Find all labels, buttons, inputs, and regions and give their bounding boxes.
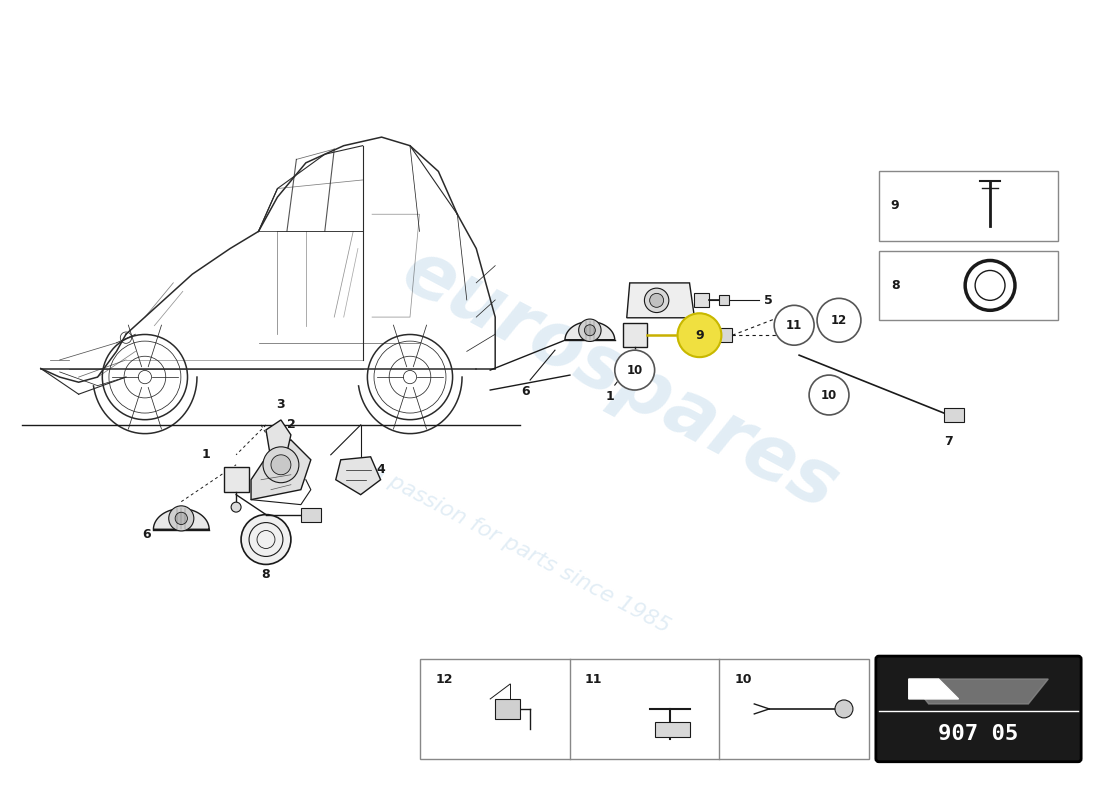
Text: 10: 10 [735,673,752,686]
Text: 11: 11 [585,673,603,686]
Polygon shape [627,283,694,318]
FancyBboxPatch shape [694,294,710,307]
Circle shape [615,350,654,390]
Text: 6: 6 [142,528,151,541]
FancyBboxPatch shape [879,170,1058,241]
Polygon shape [251,440,311,500]
Text: 10: 10 [821,389,837,402]
Circle shape [241,514,290,565]
FancyBboxPatch shape [654,722,690,737]
Circle shape [584,325,595,336]
Circle shape [263,447,299,482]
FancyBboxPatch shape [719,295,729,306]
FancyBboxPatch shape [714,328,733,342]
Circle shape [175,512,187,525]
Text: 12: 12 [436,673,453,686]
Polygon shape [266,420,290,460]
Circle shape [629,359,640,369]
Circle shape [271,455,290,474]
FancyBboxPatch shape [879,250,1058,320]
Circle shape [810,375,849,415]
Polygon shape [565,322,615,340]
Text: 1: 1 [605,390,614,403]
Circle shape [168,506,194,531]
FancyBboxPatch shape [495,699,520,719]
Circle shape [817,298,861,342]
Polygon shape [336,457,381,494]
Text: 8: 8 [891,279,900,292]
Text: 6: 6 [520,385,529,398]
Text: 9: 9 [695,329,704,342]
Text: 907 05: 907 05 [938,724,1019,744]
Circle shape [835,700,852,718]
Polygon shape [909,679,958,699]
FancyBboxPatch shape [623,323,647,347]
Text: 4: 4 [376,463,385,476]
FancyBboxPatch shape [944,408,964,422]
Circle shape [678,314,722,357]
Text: 9: 9 [891,199,900,212]
Text: 8: 8 [262,568,271,581]
FancyBboxPatch shape [420,659,869,758]
Polygon shape [153,509,209,530]
FancyBboxPatch shape [301,508,321,522]
Circle shape [579,319,601,342]
Text: a passion for parts since 1985: a passion for parts since 1985 [367,462,673,638]
Circle shape [645,288,669,313]
Circle shape [231,502,241,512]
Text: 3: 3 [276,398,285,411]
Circle shape [650,294,663,307]
FancyBboxPatch shape [876,656,1081,762]
Text: 10: 10 [627,364,642,377]
Text: 2: 2 [286,418,295,431]
Text: 11: 11 [786,318,802,332]
Text: 5: 5 [764,294,773,307]
Text: 1: 1 [201,448,210,462]
Text: eurospares: eurospares [389,234,850,526]
Polygon shape [909,679,1048,704]
Circle shape [774,306,814,345]
Text: 7: 7 [944,435,953,448]
FancyBboxPatch shape [223,467,249,492]
Text: 12: 12 [830,314,847,326]
